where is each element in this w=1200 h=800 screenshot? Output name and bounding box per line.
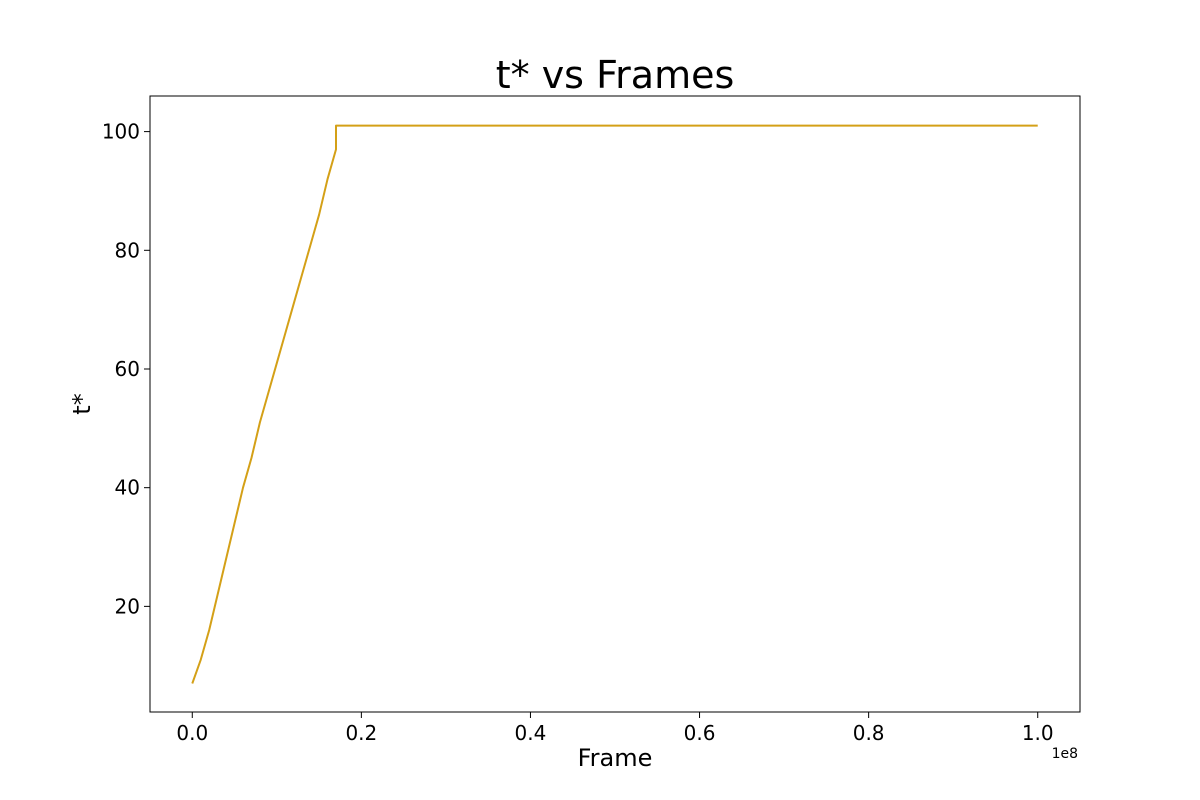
x-tick-label: 0.8 xyxy=(853,721,885,745)
y-tick-label: 60 xyxy=(115,357,140,381)
series-line-0 xyxy=(191,124,1038,684)
x-tick-label: 1.0 xyxy=(1022,721,1054,745)
x-tick-label: 0.0 xyxy=(176,721,208,745)
plot-area xyxy=(149,95,1081,713)
chart-title: t* vs Frames xyxy=(496,53,735,97)
y-tick-label: 80 xyxy=(115,238,140,262)
x-axis-offset-label: 1e8 xyxy=(1052,746,1078,762)
x-tick-label: 0.6 xyxy=(684,721,716,745)
y-tick-label: 40 xyxy=(115,476,140,500)
x-axis-label: Frame xyxy=(578,744,653,772)
y-axis-label: t* xyxy=(68,393,96,414)
y-tick-label: 100 xyxy=(102,120,140,144)
x-tick-label: 0.4 xyxy=(515,721,547,745)
y-tick-label: 20 xyxy=(115,594,140,618)
x-axis: 0.0 0.2 0.4 0.6 0.8 1.0 xyxy=(176,712,1054,745)
y-axis: 20 40 60 80 100 xyxy=(102,120,150,618)
series-layer xyxy=(191,124,1038,684)
x-tick-label: 0.2 xyxy=(345,721,377,745)
